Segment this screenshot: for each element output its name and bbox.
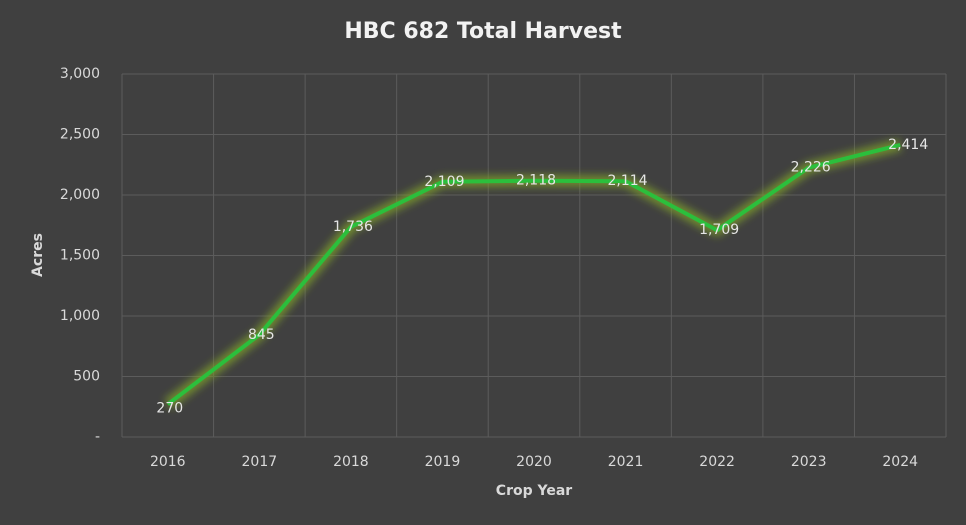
y-tick-label: -: [95, 429, 100, 445]
x-tick-label: 2020: [516, 454, 552, 470]
y-tick-label: 2,500: [60, 127, 100, 143]
x-tick-label: 2024: [882, 454, 918, 470]
y-tick-label: 1,000: [60, 308, 100, 324]
data-label: 845: [248, 327, 275, 343]
x-tick-label: 2021: [608, 454, 644, 470]
data-label: 1,709: [699, 222, 739, 238]
data-label: 270: [156, 400, 183, 416]
data-label: 2,114: [608, 173, 648, 189]
y-tick-label: 3,000: [60, 66, 100, 82]
x-axis-title: Crop Year: [496, 483, 572, 499]
x-tick-label: 2022: [699, 454, 735, 470]
x-tick-label: 2018: [333, 454, 369, 470]
data-label: 2,109: [424, 174, 464, 190]
y-axis-title: Acres: [30, 233, 46, 277]
x-tick-label: 2019: [425, 454, 461, 470]
data-label: 1,736: [333, 219, 373, 235]
x-tick-label: 2016: [150, 454, 186, 470]
line: [166, 142, 901, 406]
y-tick-label: 1,500: [60, 248, 100, 264]
y-tick-label: 2,000: [60, 187, 100, 203]
chart-title: HBC 682 Total Harvest: [344, 19, 622, 44]
data-label: 2,226: [791, 160, 831, 176]
data-label: 2,118: [516, 173, 556, 189]
data-label: 2,414: [888, 137, 928, 153]
x-tick-label: 2017: [242, 454, 278, 470]
y-tick-label: 500: [73, 369, 100, 385]
x-tick-label: 2023: [791, 454, 827, 470]
